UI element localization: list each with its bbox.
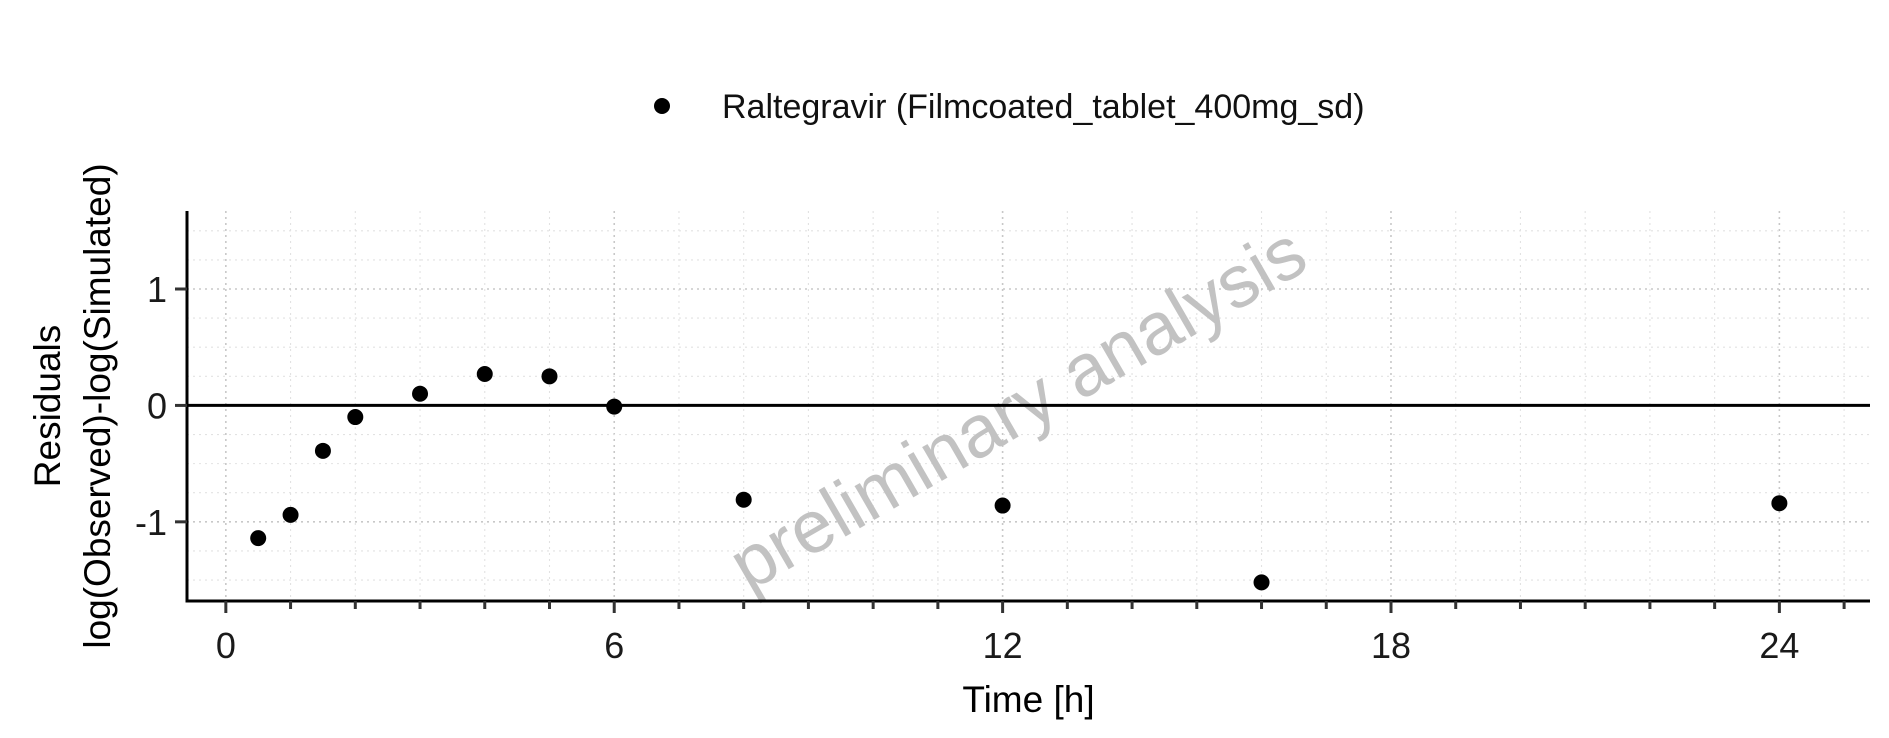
grid — [187, 211, 1870, 601]
y-axis-title: Residuals log(Observed)-log(Simulated) — [27, 163, 118, 648]
data-point — [314, 442, 331, 459]
data-point — [1771, 495, 1788, 512]
x-tick-label: 18 — [1371, 625, 1411, 666]
x-tick-label: 12 — [983, 625, 1023, 666]
x-tick-label: 24 — [1759, 625, 1799, 666]
y-tick-label: 1 — [147, 269, 167, 310]
data-points — [250, 365, 1788, 591]
x-tick-label: 0 — [216, 625, 236, 666]
legend-marker — [654, 98, 670, 114]
data-point — [1253, 574, 1270, 591]
x-axis-title: Time [h] — [962, 679, 1094, 720]
data-point — [476, 365, 493, 382]
legend-label: Raltegravir (Filmcoated_tablet_400mg_sd) — [722, 88, 1365, 126]
data-point — [994, 497, 1011, 514]
legend: Raltegravir (Filmcoated_tablet_400mg_sd) — [654, 88, 1365, 126]
data-point — [412, 385, 429, 402]
data-point — [735, 491, 752, 508]
x-tick-label: 6 — [604, 625, 624, 666]
y-axis-title-line: Residuals — [27, 325, 68, 487]
x-axis-ticks: 0 6 12 18 24 — [216, 601, 1846, 666]
y-tick-label: -1 — [135, 502, 167, 543]
y-axis-title-line: log(Observed)-log(Simulated) — [77, 163, 118, 648]
y-axis-ticks: -1 0 1 — [135, 269, 187, 543]
data-point — [347, 409, 364, 426]
y-tick-label: 0 — [147, 385, 167, 426]
data-point — [282, 506, 299, 523]
watermark: preliminary analysis — [715, 210, 1319, 607]
data-point — [541, 368, 558, 385]
data-point — [250, 530, 267, 547]
